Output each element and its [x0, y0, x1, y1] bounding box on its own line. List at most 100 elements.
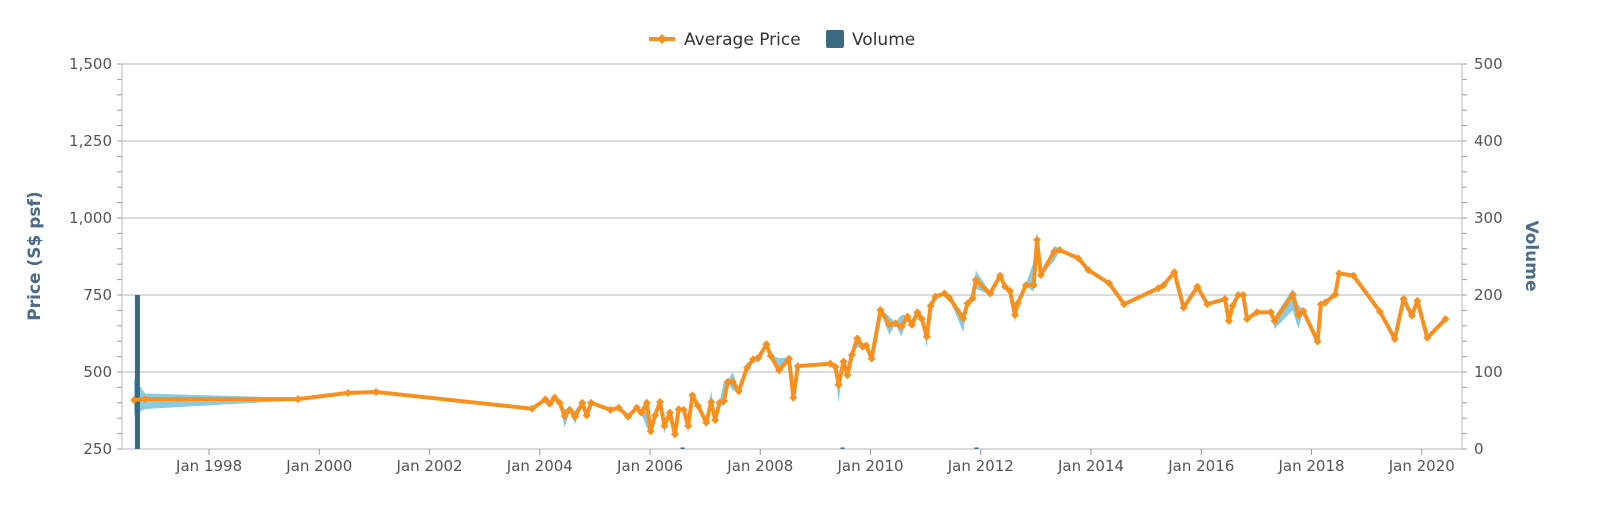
legend: Average Price Volume — [649, 30, 915, 50]
price-point-marker — [565, 405, 574, 414]
price-point-marker — [1033, 235, 1042, 244]
price-point-marker — [707, 397, 716, 406]
price-point-marker — [843, 371, 852, 380]
price-point-marker — [719, 396, 728, 405]
price-point-marker — [560, 412, 569, 421]
price-point-marker — [660, 421, 669, 430]
price-point-marker — [1036, 270, 1045, 279]
left-tick-label: 750 — [83, 286, 112, 304]
price-point-marker — [743, 363, 752, 372]
price-point-marker — [762, 340, 771, 349]
price-point-marker — [723, 377, 732, 386]
price-point-marker — [372, 388, 381, 397]
price-point-marker — [1288, 290, 1297, 299]
x-tick-label: Jan 1998 — [175, 457, 242, 475]
price-point-marker — [1266, 308, 1275, 317]
price-point-marker — [1441, 315, 1450, 324]
price-point-marker — [1294, 311, 1303, 320]
left-tick-label: 250 — [83, 440, 112, 458]
legend-label-volume: Volume — [852, 30, 915, 50]
price-point-marker — [959, 314, 968, 323]
right-axis-title: Volume — [1521, 220, 1541, 291]
price-point-marker — [826, 359, 835, 368]
price-point-marker — [926, 301, 935, 310]
price-point-marker — [847, 351, 856, 360]
price-point-marker — [734, 387, 743, 396]
price-point-marker — [528, 404, 537, 413]
price-point-marker — [728, 377, 737, 386]
price-range-band — [134, 230, 1446, 436]
price-point-marker — [754, 353, 763, 362]
legend-label-average-price: Average Price — [684, 30, 801, 50]
price-point-marker — [578, 398, 587, 407]
legend-item-volume[interactable]: Volume — [826, 30, 915, 50]
price-point-marker — [1331, 290, 1340, 299]
price-point-marker — [637, 408, 646, 417]
price-point-marker — [1013, 299, 1022, 308]
price-point-marker — [1349, 271, 1358, 280]
price-point-marker — [1001, 282, 1010, 291]
volume-series — [134, 295, 979, 449]
right-tick-label: 0 — [1474, 440, 1484, 458]
x-tick-label: Jan 2018 — [1277, 457, 1344, 475]
price-point-marker — [793, 362, 802, 371]
price-point-marker — [1228, 301, 1237, 310]
price-point-marker — [651, 411, 660, 420]
price-point-marker — [891, 319, 900, 328]
right-tick-label: 400 — [1474, 132, 1503, 150]
right-tick-label: 300 — [1474, 209, 1503, 227]
price-point-marker — [940, 289, 949, 298]
axes: 250 500 750 1,000 1,250 1,500 0 100 200 300 400 500… — [69, 55, 1503, 475]
price-point-marker — [702, 418, 711, 427]
price-point-marker — [853, 334, 862, 343]
price-point-marker — [945, 293, 954, 302]
price-point-marker — [897, 322, 906, 331]
price-point-marker — [1021, 281, 1030, 290]
price-point-marker — [907, 320, 916, 329]
grid-lines — [122, 63, 1462, 450]
price-point-marker — [775, 366, 784, 375]
legend-item-average-price[interactable]: Average Price — [649, 30, 801, 50]
left-tick-label: 1,250 — [69, 132, 112, 150]
price-point-marker — [1375, 307, 1384, 316]
price-point-marker — [642, 398, 651, 407]
x-tick-label: Jan 2014 — [1057, 457, 1124, 475]
price-point-marker — [1120, 300, 1129, 309]
x-tick-label: Jan 2000 — [285, 457, 352, 475]
price-point-marker — [789, 393, 798, 402]
right-tick-label: 500 — [1474, 55, 1503, 73]
price-point-marker — [1006, 286, 1015, 295]
price-point-marker — [1239, 291, 1248, 299]
price-point-marker — [1084, 266, 1093, 275]
price-point-marker — [766, 351, 775, 360]
x-tick-label: Jan 2008 — [726, 457, 793, 475]
price-point-marker — [1270, 316, 1279, 325]
legend-diamond-icon — [657, 34, 667, 44]
price-point-marker — [684, 421, 693, 430]
price-point-marker — [1413, 296, 1422, 305]
left-tick-label: 1,000 — [69, 209, 112, 227]
volume-bar — [974, 447, 979, 449]
price-point-marker — [1074, 254, 1083, 263]
price-point-marker — [711, 416, 720, 425]
price-point-marker — [670, 430, 679, 439]
price-point-marker — [1243, 315, 1252, 324]
x-tick-label: Jan 2016 — [1167, 457, 1234, 475]
price-point-marker — [968, 294, 977, 303]
price-point-marker — [1399, 295, 1408, 304]
price-point-marker — [614, 403, 623, 412]
price-point-marker — [624, 412, 633, 421]
price-point-marker — [1220, 295, 1229, 304]
price-point-marker — [963, 299, 972, 308]
price-point-marker — [876, 306, 885, 315]
volume-bar — [134, 295, 140, 449]
price-point-marker — [913, 308, 922, 317]
price-point-marker — [674, 405, 683, 414]
price-point-marker — [632, 403, 641, 412]
right-tick-label: 100 — [1474, 363, 1503, 381]
x-tick-label: Jan 2006 — [616, 457, 683, 475]
price-point-marker — [694, 401, 703, 410]
price-point-marker — [1313, 337, 1322, 346]
price-point-marker — [1105, 279, 1114, 288]
x-tick-label: Jan 2002 — [396, 457, 463, 475]
